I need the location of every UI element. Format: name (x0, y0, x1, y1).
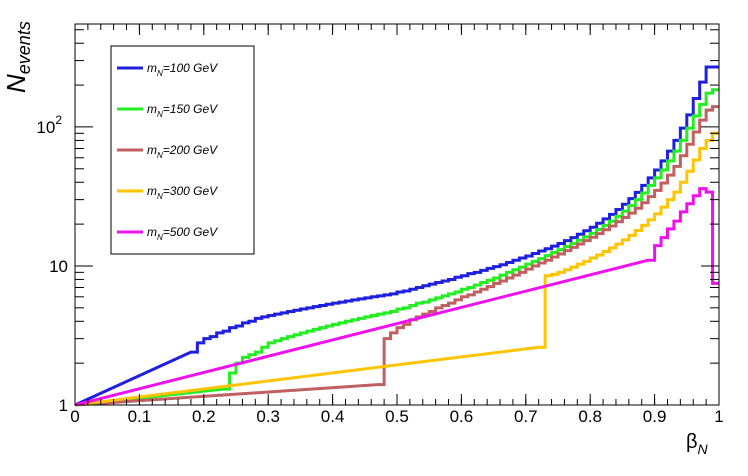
x-tick-label: 0.1 (128, 407, 152, 426)
x-tick-label: 0.6 (450, 407, 474, 426)
y-tick-label: 10 (49, 257, 68, 276)
x-tick-label: 1 (714, 407, 723, 426)
series-line-4 (74, 187, 719, 407)
x-tick-label: 0.4 (321, 407, 345, 426)
legend-label-sub: N (157, 192, 163, 201)
y-tick-label-main: 10 (49, 257, 68, 276)
legend-label-1: mN=150 GeV (147, 102, 218, 119)
x-tick-label: 0.8 (578, 407, 602, 426)
y-tick-label: 102 (36, 113, 62, 137)
y-tick-label-exponent: 2 (55, 113, 62, 127)
legend-label-sub: N (157, 110, 163, 119)
legend-label-main: m (147, 102, 157, 116)
legend-label-3: mN=300 GeV (147, 184, 218, 201)
y-tick-label: 1 (59, 396, 68, 415)
legend-label-rest: =100 GeV (163, 61, 218, 75)
series-line-2 (74, 105, 719, 407)
x-axis-title: βN (686, 431, 709, 457)
legend-label-4: mN=500 GeV (147, 225, 218, 242)
legend-label-main: m (147, 184, 157, 198)
y-axis-title: Nevents (1, 21, 34, 93)
y-tick-label-main: 10 (36, 118, 55, 137)
series-line-3 (74, 131, 719, 407)
legend-label-sub: N (157, 151, 163, 160)
x-tick-label: 0.3 (256, 407, 280, 426)
legend-label-rest: =200 GeV (163, 143, 218, 157)
legend-label-main: m (147, 61, 157, 75)
legend-label-rest: =300 GeV (163, 184, 218, 198)
legend-label-sub: N (157, 69, 163, 78)
series-layer (74, 65, 719, 407)
x-tick-label: 0.9 (643, 407, 667, 426)
legend-label-rest: =150 GeV (163, 102, 218, 116)
legend-label-rest: =500 GeV (163, 225, 218, 239)
x-tick-label: 0.2 (192, 407, 216, 426)
x-tick-label: 0.5 (385, 407, 409, 426)
x-tick-label: 0 (70, 407, 79, 426)
legend-label-sub: N (157, 233, 163, 242)
x-tick-label: 0.7 (514, 407, 538, 426)
y-tick-label-main: 1 (59, 396, 68, 415)
legend-label-main: m (147, 143, 157, 157)
legend-label-0: mN=100 GeV (147, 61, 218, 78)
legend-label-2: mN=200 GeV (147, 143, 218, 160)
series-line-1 (74, 88, 719, 407)
legend-label-main: m (147, 225, 157, 239)
